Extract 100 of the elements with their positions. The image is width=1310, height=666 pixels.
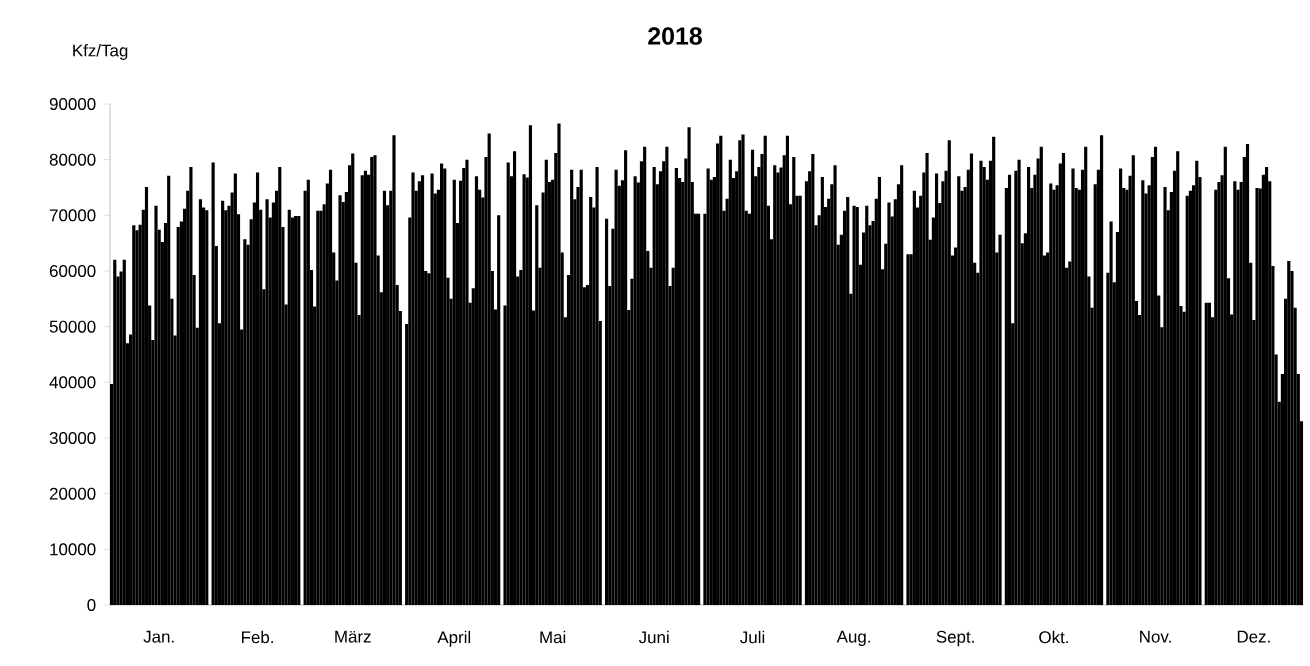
bar [579, 169, 583, 605]
bar [1185, 195, 1189, 605]
x-tick-label: März [335, 630, 371, 643]
bar [633, 176, 637, 605]
bar [792, 156, 796, 605]
chart-title: 2018 [648, 27, 702, 45]
x-tick-label: Feb. [241, 630, 273, 644]
bar [719, 135, 723, 605]
bar [122, 259, 126, 605]
x-tick-label: Jan. [143, 630, 174, 643]
bar [1119, 168, 1123, 605]
y-tick-label: 20000 [49, 487, 96, 500]
bar [1039, 146, 1043, 605]
bar [1264, 166, 1269, 605]
bar [624, 150, 628, 605]
bar [430, 173, 434, 605]
y-tick-label: 90000 [49, 97, 96, 110]
bar [1255, 188, 1259, 605]
bar [906, 254, 910, 605]
bar [1007, 174, 1012, 605]
bar [221, 200, 225, 605]
bar [934, 173, 939, 605]
bar [440, 163, 444, 605]
bar [604, 218, 609, 605]
bar [265, 199, 269, 605]
bar [750, 149, 755, 605]
bar [1207, 302, 1212, 605]
bar [154, 205, 158, 605]
x-tick-label: Okt. [1039, 630, 1068, 644]
bar [1245, 144, 1250, 605]
bar [1027, 166, 1031, 605]
bar [363, 170, 368, 605]
bar [452, 179, 456, 605]
bar [294, 215, 298, 605]
bar [1131, 155, 1135, 605]
bar [852, 205, 856, 605]
bar [785, 135, 790, 605]
bar [614, 169, 618, 605]
bar [1195, 160, 1199, 605]
x-tick-label: Nov. [1140, 630, 1171, 643]
bar [846, 196, 850, 605]
y-tick-label: 80000 [49, 153, 96, 166]
bar [474, 176, 479, 605]
bar [370, 156, 374, 605]
bar [947, 140, 951, 605]
bar [338, 195, 342, 605]
bar [887, 202, 891, 605]
x-tick-label: Dez. [1237, 630, 1270, 643]
bar [167, 175, 171, 605]
bar [544, 159, 548, 605]
bar [465, 159, 469, 605]
bar [255, 172, 260, 605]
bar [382, 190, 387, 605]
bar [1109, 221, 1113, 605]
bar [198, 199, 203, 605]
bar [132, 225, 136, 605]
bar [512, 151, 517, 605]
bar [969, 153, 974, 605]
bar [833, 165, 837, 605]
bar [557, 123, 561, 605]
bar [328, 169, 333, 605]
bar [674, 168, 678, 605]
y-tick-label: 40000 [49, 376, 96, 389]
bar [773, 165, 777, 605]
bar [1061, 152, 1066, 605]
bar [665, 146, 669, 605]
bar [992, 136, 996, 605]
bar [589, 196, 593, 605]
bar [1017, 159, 1021, 605]
bar [1176, 151, 1180, 605]
bar [211, 162, 215, 605]
bar [1287, 260, 1291, 605]
bar [979, 160, 983, 605]
bar [643, 146, 647, 605]
bar [1071, 168, 1075, 605]
bar [1223, 146, 1227, 605]
bar [189, 166, 193, 605]
bar [1099, 135, 1104, 605]
x-tick-label: Sept. [936, 630, 974, 647]
bar [113, 259, 117, 605]
x-tick-label: Aug. [836, 630, 870, 647]
bar [687, 127, 691, 605]
bar [306, 179, 310, 605]
y-tick-label: 30000 [49, 432, 96, 444]
bar [351, 153, 355, 605]
bar [411, 172, 415, 605]
bar [522, 174, 526, 605]
bar [652, 166, 656, 605]
x-tick-label: Juni [638, 630, 669, 644]
bar [570, 169, 574, 605]
bar [443, 168, 447, 605]
y-tick-label: 0 [87, 599, 96, 611]
bar [957, 176, 961, 605]
bar [497, 215, 501, 605]
bar [595, 166, 599, 605]
bar [506, 162, 510, 605]
bar [316, 210, 320, 605]
bar [811, 154, 815, 605]
bar [820, 176, 824, 605]
bar [1141, 180, 1145, 605]
